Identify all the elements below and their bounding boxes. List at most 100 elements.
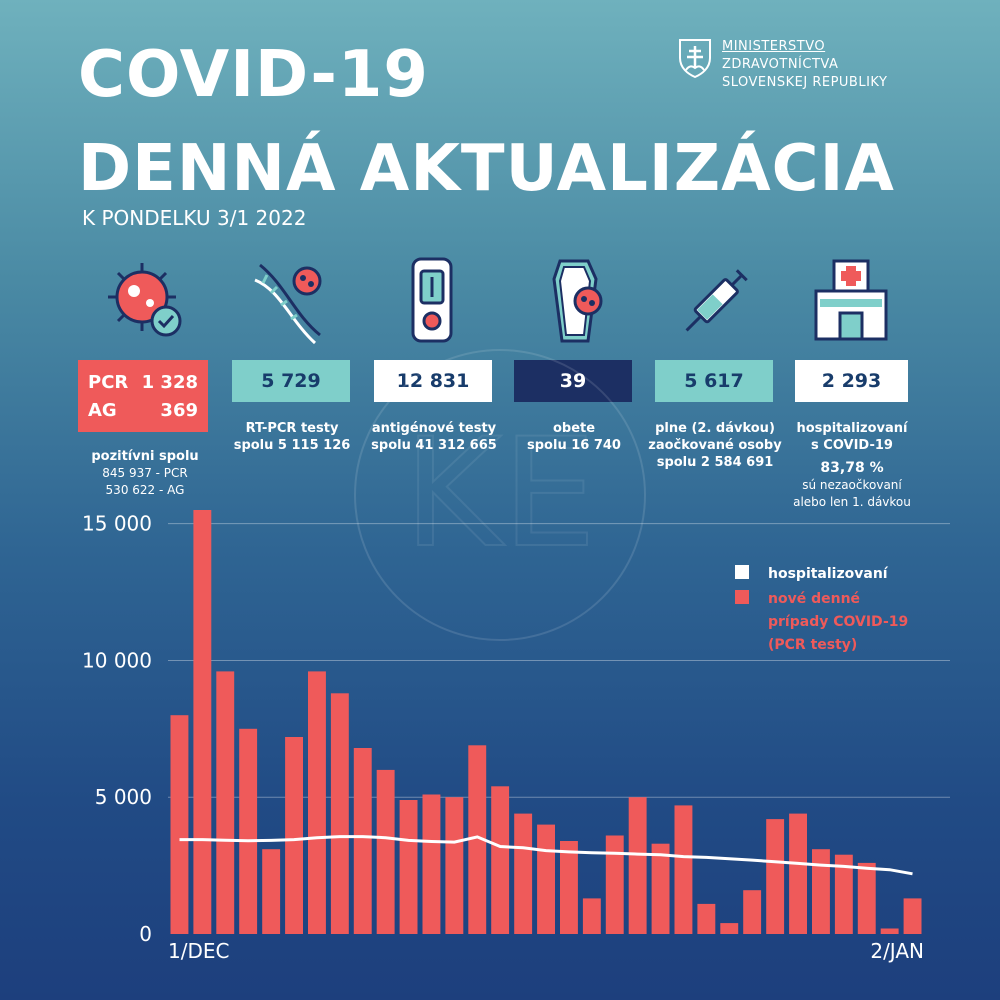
case-bar (743, 890, 762, 934)
rtpcr-value: 5 729 (232, 360, 350, 402)
hospitalized-caption-1: hospitalizovaní (796, 421, 908, 436)
y-tick-label: 0 (139, 922, 152, 946)
case-bar (262, 849, 281, 934)
legend-cases-1: nové denné (768, 591, 860, 607)
ag-label: AG (88, 399, 117, 421)
pcr-label: PCR (88, 371, 129, 393)
deaths-total: spolu 16 740 (527, 438, 621, 453)
rtpcr-total: spolu 5 115 126 (233, 438, 351, 453)
hospitalized-percent: 83,78 % (820, 460, 884, 476)
y-tick-label: 15 000 (82, 512, 152, 536)
date-subtitle: K PONDELKU 3/1 2022 (82, 206, 307, 230)
positive-caption-title: pozitívni spolu (91, 449, 199, 464)
case-bar (308, 671, 326, 934)
case-bar (812, 849, 830, 934)
cases-chart: 0 5 000 10 000 15 000 1/DEC 2/JAN hospitali… (82, 510, 950, 963)
hospitalized-caption-2: s COVID-19 (811, 438, 893, 453)
virus-check-icon (108, 263, 182, 337)
positive-cases-box: PCR 1 328 AG 369 (78, 360, 208, 432)
svg-text:KE: KE (403, 407, 596, 581)
case-bar (834, 854, 853, 934)
case-bar (903, 898, 922, 934)
case-bar (582, 898, 601, 934)
case-bar (674, 805, 693, 934)
vaccinated-total: spolu 2 584 691 (656, 455, 774, 470)
case-bar (216, 671, 235, 934)
coat-of-arms-icon (679, 39, 711, 78)
case-bar (560, 841, 578, 934)
legend-cases-3: (PCR testy) (768, 637, 857, 653)
y-tick-label: 5 000 (95, 785, 152, 809)
vaccinated-caption-2: zaočkované osoby (648, 438, 782, 453)
case-bar (880, 928, 899, 934)
case-bar (353, 748, 372, 934)
ministry-line-3: SLOVENSKEJ REPUBLIKY (722, 75, 888, 90)
case-bar (285, 737, 303, 934)
rtpcr-caption: RT-PCR testy spolu 5 115 126 (222, 420, 362, 454)
hospitalized-note-1: sú nezaočkovaní (802, 478, 902, 492)
hospitalized-line (179, 835, 913, 876)
legend-swatch-cases (735, 590, 749, 604)
coffin-virus-icon (552, 259, 603, 343)
case-bar (651, 843, 670, 934)
title-line-2: DENNÁ AKTUALIZÁCIA (78, 132, 895, 206)
cases-bars (170, 510, 922, 934)
vaccinated-caption-1: plne (2. dávkou) (655, 421, 775, 436)
hospital-icon (814, 259, 888, 341)
ag-total: 530 622 - AG (105, 483, 185, 497)
case-bar (766, 819, 785, 934)
y-tick-label: 10 000 (82, 648, 152, 672)
rtpcr-caption-title: RT-PCR testy (245, 421, 339, 436)
legend-cases-2: prípady COVID-19 (768, 614, 908, 630)
watermark-logo: KE (354, 349, 646, 641)
syringe-icon (685, 269, 748, 332)
vaccinated-caption: plne (2. dávkou) zaočkované osoby spolu … (646, 420, 784, 471)
case-bar (376, 769, 395, 934)
positive-caption: pozitívni spolu 845 937 - PCR 530 622 - … (70, 448, 220, 499)
pcr-value: 1 328 (141, 371, 198, 393)
title-line-1: COVID-19 (78, 38, 429, 112)
case-bar (422, 794, 441, 934)
deaths-caption: obete spolu 16 740 (512, 420, 636, 454)
antigen-value: 12 831 (374, 360, 492, 402)
case-bar (514, 813, 533, 934)
ministry-logo: MINISTERSTVO ZDRAVOTNÍCTVA SLOVENSKEJ RE… (678, 38, 887, 92)
ministry-line-1: MINISTERSTVO (722, 39, 826, 54)
case-bar (697, 903, 716, 934)
case-bar (399, 800, 418, 934)
case-bar (537, 824, 555, 934)
deaths-value: 39 (514, 360, 632, 402)
hospitalized-caption: hospitalizovaní s COVID-19 83,78 % sú ne… (782, 420, 922, 511)
antigen-caption-title: antigénové testy (371, 421, 497, 436)
case-bar (491, 786, 510, 934)
ministry-line-2: ZDRAVOTNÍCTVA (722, 57, 839, 72)
case-bar (330, 693, 349, 934)
antigen-caption: antigénové testy spolu 41 312 665 (362, 420, 506, 454)
case-bar (628, 797, 647, 934)
vaccinated-value: 5 617 (655, 360, 773, 402)
x-start-label: 1/DEC (168, 939, 229, 963)
ag-value: 369 (160, 399, 198, 421)
antigen-test-icon (411, 257, 453, 343)
hospitalized-note-2: alebo len 1. dávkou (793, 495, 911, 509)
x-end-label: 2/JAN (870, 939, 924, 963)
dna-virus-icon (254, 263, 322, 345)
hospitalized-value: 2 293 (795, 360, 908, 402)
deaths-caption-title: obete (552, 421, 596, 436)
pcr-total: 845 937 - PCR (102, 466, 188, 480)
y-axis: 0 5 000 10 000 15 000 (82, 512, 152, 946)
case-bar (468, 745, 487, 934)
legend-swatch-hospitalized (735, 565, 749, 579)
case-bar (789, 813, 807, 934)
case-bar (239, 728, 258, 934)
case-bar (857, 862, 876, 934)
case-bar (193, 510, 212, 934)
case-bar (720, 923, 739, 934)
legend-hospitalized: hospitalizovaní (768, 566, 889, 582)
case-bar (605, 835, 624, 934)
case-bar (170, 715, 189, 934)
antigen-total: spolu 41 312 665 (371, 438, 497, 453)
chart-legend: hospitalizovaní nové denné prípady COVID… (735, 565, 908, 653)
case-bar (445, 797, 464, 934)
